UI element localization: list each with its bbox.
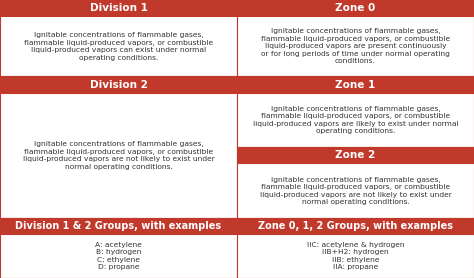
Text: A: acetylene
B: hydrogen
C: ethylene
D: propane: A: acetylene B: hydrogen C: ethylene D: … (95, 242, 142, 270)
Bar (237, 218, 474, 234)
Bar (237, 147, 474, 163)
Bar (0, 76, 237, 93)
Text: Ignitable concentrations of flammable gases,
flammable liquid-produced vapors, o: Ignitable concentrations of flammable ga… (24, 32, 213, 61)
Text: IIC: acetylene & hydrogen
IIB+H2: hydrogen
IIB: ethylene
IIA: propane: IIC: acetylene & hydrogen IIB+H2: hydrog… (307, 242, 404, 270)
Text: Division 1: Division 1 (90, 3, 147, 13)
Bar (237, 93, 474, 147)
Bar (237, 76, 474, 93)
Bar (237, 234, 474, 278)
Text: Division 2: Division 2 (90, 80, 147, 90)
Text: Ignitable concentrations of flammable gases,
flammable liquid-produced vapors, o: Ignitable concentrations of flammable ga… (260, 177, 451, 205)
Text: Zone 0: Zone 0 (336, 3, 375, 13)
Bar (0, 16, 237, 76)
Text: Ignitable concentrations of flammable gases,
flammable liquid-produced vapors, o: Ignitable concentrations of flammable ga… (253, 106, 458, 134)
Bar (0, 234, 237, 278)
Bar (237, 0, 474, 16)
Text: Ignitable concentrations of flammable gases,
flammable liquid-produced vapors, o: Ignitable concentrations of flammable ga… (23, 141, 214, 170)
Bar (0, 218, 237, 234)
Bar (0, 93, 237, 218)
Text: Division 1 & 2 Groups, with examples: Division 1 & 2 Groups, with examples (16, 221, 221, 231)
Text: Ignitable concentrations of flammable gases,
flammable liquid-produced vapors, o: Ignitable concentrations of flammable ga… (261, 28, 450, 64)
Text: Zone 2: Zone 2 (336, 150, 375, 160)
Bar (0, 0, 237, 16)
Bar (237, 163, 474, 218)
Text: Zone 0, 1, 2 Groups, with examples: Zone 0, 1, 2 Groups, with examples (258, 221, 453, 231)
Text: Zone 1: Zone 1 (336, 80, 375, 90)
Bar (237, 16, 474, 76)
